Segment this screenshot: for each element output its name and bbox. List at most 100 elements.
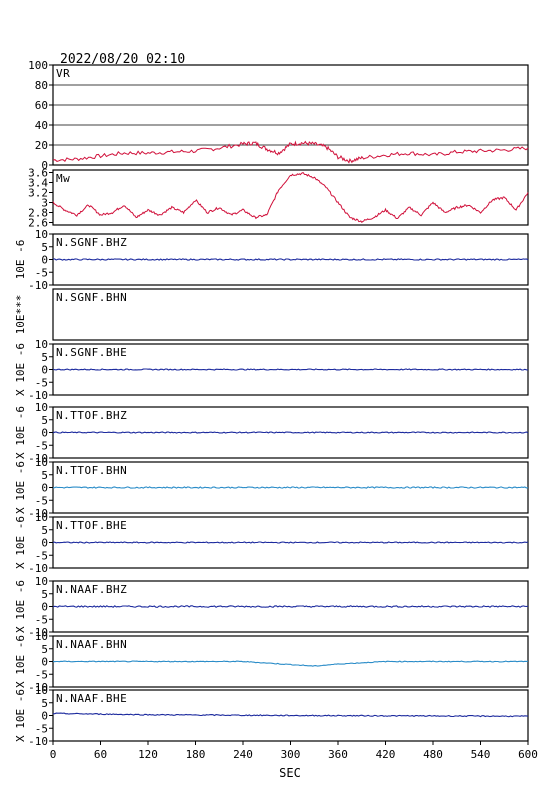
x-tick-label: 240 bbox=[233, 748, 253, 761]
panel-label-n-ttof-bhz: N.TTOF.BHZ bbox=[56, 409, 127, 422]
panel-label-n-naaf-bhz: N.NAAF.BHZ bbox=[56, 583, 127, 596]
y-tick-label-n-ttof-bhe: -10 bbox=[28, 562, 48, 575]
y-tick-label-n-sgnf-bhz: 10 bbox=[35, 228, 48, 241]
series-line-mw bbox=[52, 172, 529, 224]
y-tick-label-n-sgnf-bhz: 5 bbox=[41, 241, 48, 254]
y-axis-unit-n-ttof-bhz: X 10E -6 bbox=[14, 406, 27, 459]
series-line-vr bbox=[52, 140, 529, 164]
y-tick-label-n-sgnf-bhe: -10 bbox=[28, 389, 48, 402]
y-tick-label-n-naaf-bhe: 0 bbox=[41, 710, 48, 723]
y-tick-label-n-ttof-bhz: 10 bbox=[35, 401, 48, 414]
y-tick-label-n-sgnf-bhe: 5 bbox=[41, 351, 48, 364]
y-tick-label-mw: 3 bbox=[41, 197, 48, 210]
y-tick-label-n-sgnf-bhe: -5 bbox=[35, 376, 48, 389]
panel-label-n-naaf-bhn: N.NAAF.BHN bbox=[56, 638, 127, 651]
panel-label-n-ttof-bhn: N.TTOF.BHN bbox=[56, 464, 127, 477]
y-tick-label-n-ttof-bhn: -10 bbox=[28, 507, 48, 520]
x-tick-label: 0 bbox=[50, 748, 57, 761]
y-tick-label-mw: 2.6 bbox=[28, 217, 48, 230]
panel-frame-mw bbox=[52, 169, 529, 226]
y-tick-label-n-naaf-bhe: 5 bbox=[41, 697, 48, 710]
y-axis-unit-n-ttof-bhn: X 10E -6 bbox=[14, 461, 27, 514]
panel-label-n-sgnf-bhn: N.SGNF.BHN bbox=[56, 291, 127, 304]
y-tick-label-mw: 3.2 bbox=[28, 187, 48, 200]
trace-line-n-naaf-bhz bbox=[52, 605, 529, 608]
y-tick-label-n-ttof-bhn: 5 bbox=[41, 469, 48, 482]
y-tick-label-n-ttof-bhz: 0 bbox=[41, 427, 48, 440]
trace-line-n-ttof-bhe bbox=[52, 541, 529, 544]
y-axis-unit-n-ttof-bhe: X 10E -6 bbox=[14, 516, 27, 569]
y-tick-label-n-naaf-bhz: 5 bbox=[41, 588, 48, 601]
y-tick-label-n-ttof-bhn: -5 bbox=[35, 494, 48, 507]
y-tick-label-n-ttof-bhn: 10 bbox=[35, 456, 48, 469]
y-tick-label-n-naaf-bhn: 0 bbox=[41, 656, 48, 669]
y-tick-label-n-ttof-bhz: -5 bbox=[35, 439, 48, 452]
x-tick-label: 420 bbox=[376, 748, 396, 761]
trace-line-n-ttof-bhz bbox=[52, 431, 529, 434]
y-tick-label-vr: 80 bbox=[35, 79, 48, 92]
y-tick-label-n-naaf-bhe: -5 bbox=[35, 722, 48, 735]
trace-line-n-sgnf-bhe bbox=[52, 368, 529, 371]
trace-line-n-naaf-bhe bbox=[52, 712, 529, 718]
y-tick-label-n-naaf-bhz: -10 bbox=[28, 626, 48, 639]
y-tick-label-n-naaf-bhz: 0 bbox=[41, 601, 48, 614]
y-tick-label-n-ttof-bhe: 10 bbox=[35, 511, 48, 524]
panel-label-n-naaf-bhe: N.NAAF.BHE bbox=[56, 692, 127, 705]
y-tick-label-n-ttof-bhz: 5 bbox=[41, 414, 48, 427]
x-axis-label: SEC bbox=[279, 766, 301, 780]
x-tick-label: 600 bbox=[518, 748, 538, 761]
y-tick-label-vr: 100 bbox=[28, 59, 48, 72]
y-tick-label-n-ttof-bhz: -10 bbox=[28, 452, 48, 465]
y-axis-unit-n-naaf-bhe: X 10E -6 bbox=[14, 689, 27, 742]
panel-label-vr: VR bbox=[56, 67, 70, 80]
y-tick-label-n-naaf-bhn: -5 bbox=[35, 668, 48, 681]
panel-label-n-sgnf-bhe: N.SGNF.BHE bbox=[56, 346, 127, 359]
x-tick-label: 120 bbox=[138, 748, 158, 761]
y-tick-label-n-ttof-bhn: 0 bbox=[41, 482, 48, 495]
x-tick-label: 360 bbox=[328, 748, 348, 761]
y-tick-label-vr: 20 bbox=[35, 139, 48, 152]
y-axis-unit-n-naaf-bhn: X 10E -6 bbox=[14, 635, 27, 688]
x-tick-label: 300 bbox=[281, 748, 301, 761]
y-tick-label-n-ttof-bhe: 0 bbox=[41, 537, 48, 550]
y-tick-label-vr: 60 bbox=[35, 99, 48, 112]
trace-line-n-ttof-bhn bbox=[52, 486, 529, 489]
x-tick-label: 60 bbox=[94, 748, 107, 761]
y-axis-unit-n-sgnf-bhz: 10E -6 bbox=[14, 240, 27, 280]
y-tick-label-n-naaf-bhe: 10 bbox=[35, 684, 48, 697]
y-axis-unit-n-sgnf-bhe: X 10E -6 bbox=[14, 343, 27, 396]
y-axis-unit-n-sgnf-bhn: 10E*** bbox=[14, 295, 27, 335]
y-tick-label-n-naaf-bhn: 10 bbox=[35, 630, 48, 643]
y-tick-label-n-sgnf-bhe: 0 bbox=[41, 364, 48, 377]
x-tick-label: 180 bbox=[186, 748, 206, 761]
y-tick-label-n-naaf-bhn: 5 bbox=[41, 643, 48, 656]
y-tick-label-n-naaf-bhn: -10 bbox=[28, 681, 48, 694]
x-tick-label: 480 bbox=[423, 748, 443, 761]
y-tick-label-n-sgnf-bhz: -10 bbox=[28, 279, 48, 292]
y-tick-label-n-naaf-bhz: 10 bbox=[35, 575, 48, 588]
y-tick-label-mw: 3.6 bbox=[28, 167, 48, 180]
y-tick-label-mw: 3.4 bbox=[28, 177, 48, 190]
panel-label-mw: Mw bbox=[56, 172, 70, 185]
x-tick-label: 540 bbox=[471, 748, 491, 761]
panel-frame-n-sgnf-bhn bbox=[52, 288, 529, 341]
panel-label-n-sgnf-bhz: N.SGNF.BHZ bbox=[56, 236, 127, 249]
panel-label-n-ttof-bhe: N.TTOF.BHE bbox=[56, 519, 127, 532]
trace-line-n-sgnf-bhz bbox=[52, 258, 529, 261]
y-tick-label-vr: 0 bbox=[41, 159, 48, 172]
y-tick-label-n-sgnf-bhz: 0 bbox=[41, 254, 48, 267]
trace-line-n-naaf-bhn bbox=[52, 660, 529, 667]
y-tick-label-n-naaf-bhz: -5 bbox=[35, 613, 48, 626]
y-axis-unit-n-naaf-bhz: X 10E -6 bbox=[14, 580, 27, 633]
y-tick-label-n-sgnf-bhe: 10 bbox=[35, 338, 48, 351]
chart-title: 2022/08/20 02:10 bbox=[60, 52, 185, 67]
y-tick-label-n-sgnf-bhz: -5 bbox=[35, 266, 48, 279]
y-tick-label-n-ttof-bhe: -5 bbox=[35, 549, 48, 562]
y-tick-label-n-naaf-bhe: -10 bbox=[28, 735, 48, 748]
y-tick-label-mw: 2.8 bbox=[28, 207, 48, 220]
y-tick-label-vr: 40 bbox=[35, 119, 48, 132]
y-tick-label-n-ttof-bhe: 5 bbox=[41, 524, 48, 537]
panel-frame-vr bbox=[52, 64, 529, 166]
